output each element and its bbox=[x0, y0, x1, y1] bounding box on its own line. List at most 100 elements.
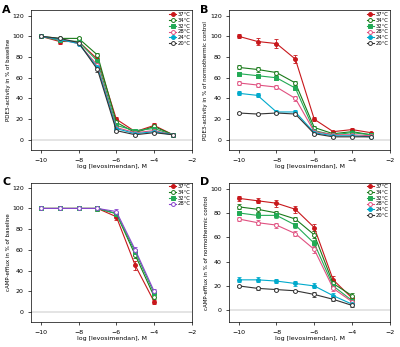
37°C bbox=[57, 206, 62, 211]
Y-axis label: cAMP-efflux in % of baseline: cAMP-efflux in % of baseline bbox=[6, 214, 10, 291]
20°C bbox=[171, 133, 176, 137]
28°C bbox=[293, 231, 298, 236]
37°C bbox=[152, 123, 156, 127]
34°C bbox=[293, 81, 298, 85]
Y-axis label: PDE3-activity in % of baseline: PDE3-activity in % of baseline bbox=[6, 39, 10, 121]
37°C bbox=[293, 57, 298, 61]
37°C bbox=[57, 40, 62, 44]
37°C bbox=[38, 34, 43, 39]
32°C bbox=[38, 34, 43, 39]
37°C bbox=[38, 206, 43, 211]
37°C bbox=[236, 196, 241, 201]
24°C bbox=[293, 281, 298, 286]
37°C bbox=[76, 206, 81, 211]
34°C bbox=[171, 133, 176, 137]
Text: C: C bbox=[2, 177, 10, 187]
37°C bbox=[255, 199, 260, 203]
37°C bbox=[255, 40, 260, 44]
28°C bbox=[312, 129, 317, 134]
37°C bbox=[133, 263, 138, 268]
28°C bbox=[312, 247, 317, 252]
32°C bbox=[57, 206, 62, 211]
37°C bbox=[331, 278, 336, 282]
37°C bbox=[114, 215, 119, 219]
20°C bbox=[293, 112, 298, 116]
28°C bbox=[293, 96, 298, 101]
34°C bbox=[38, 206, 43, 211]
34°C bbox=[133, 253, 138, 257]
34°C bbox=[331, 132, 336, 136]
24°C bbox=[368, 135, 373, 139]
34°C bbox=[133, 130, 138, 135]
32°C bbox=[368, 133, 373, 137]
32°C bbox=[95, 59, 100, 63]
24°C bbox=[114, 126, 119, 130]
20°C bbox=[255, 286, 260, 290]
Y-axis label: cAMP-efflux in % of normothermic control: cAMP-efflux in % of normothermic control bbox=[204, 195, 208, 310]
Line: 32°C: 32°C bbox=[237, 72, 373, 137]
Line: 20°C: 20°C bbox=[39, 34, 175, 137]
28°C bbox=[350, 300, 354, 304]
X-axis label: log [levosimendan], M: log [levosimendan], M bbox=[274, 164, 344, 169]
Legend: 37°C, 34°C, 32°C, 28°C, 24°C, 20°C: 37°C, 34°C, 32°C, 28°C, 24°C, 20°C bbox=[169, 11, 191, 46]
Line: 34°C: 34°C bbox=[237, 205, 354, 298]
Text: B: B bbox=[200, 5, 209, 15]
20°C bbox=[368, 135, 373, 139]
X-axis label: log [levosimendan], M: log [levosimendan], M bbox=[77, 164, 147, 169]
28°C bbox=[95, 206, 100, 211]
32°C bbox=[133, 250, 138, 254]
Line: 32°C: 32°C bbox=[39, 206, 156, 295]
24°C bbox=[293, 110, 298, 114]
37°C bbox=[95, 206, 100, 211]
34°C bbox=[236, 65, 241, 69]
32°C bbox=[274, 76, 279, 80]
24°C bbox=[274, 110, 279, 114]
34°C bbox=[350, 129, 354, 134]
37°C bbox=[368, 130, 373, 135]
34°C bbox=[274, 70, 279, 75]
32°C bbox=[350, 298, 354, 303]
37°C bbox=[293, 207, 298, 211]
20°C bbox=[57, 36, 62, 41]
28°C bbox=[331, 286, 336, 290]
32°C bbox=[255, 213, 260, 218]
32°C bbox=[95, 206, 100, 211]
28°C bbox=[133, 130, 138, 135]
20°C bbox=[350, 303, 354, 307]
32°C bbox=[312, 128, 317, 133]
Line: 20°C: 20°C bbox=[237, 284, 354, 307]
28°C bbox=[38, 206, 43, 211]
24°C bbox=[331, 294, 336, 298]
Line: 32°C: 32°C bbox=[237, 211, 354, 303]
32°C bbox=[236, 71, 241, 76]
Line: 37°C: 37°C bbox=[39, 206, 156, 304]
28°C bbox=[331, 133, 336, 137]
32°C bbox=[152, 126, 156, 130]
32°C bbox=[57, 39, 62, 43]
Line: 28°C: 28°C bbox=[39, 206, 156, 293]
20°C bbox=[274, 288, 279, 292]
20°C bbox=[255, 112, 260, 116]
28°C bbox=[255, 83, 260, 87]
20°C bbox=[152, 130, 156, 135]
Line: 34°C: 34°C bbox=[237, 66, 373, 137]
37°C bbox=[312, 226, 317, 230]
37°C bbox=[76, 40, 81, 44]
32°C bbox=[350, 130, 354, 135]
20°C bbox=[76, 41, 81, 45]
24°C bbox=[152, 129, 156, 134]
24°C bbox=[312, 284, 317, 288]
34°C bbox=[368, 133, 373, 137]
37°C bbox=[114, 117, 119, 121]
Line: 20°C: 20°C bbox=[237, 111, 373, 139]
28°C bbox=[114, 210, 119, 214]
32°C bbox=[331, 284, 336, 288]
28°C bbox=[76, 206, 81, 211]
Line: 37°C: 37°C bbox=[39, 34, 175, 137]
28°C bbox=[171, 133, 176, 137]
37°C bbox=[171, 133, 176, 137]
20°C bbox=[312, 132, 317, 136]
28°C bbox=[274, 85, 279, 89]
24°C bbox=[350, 302, 354, 306]
37°C bbox=[331, 129, 336, 134]
